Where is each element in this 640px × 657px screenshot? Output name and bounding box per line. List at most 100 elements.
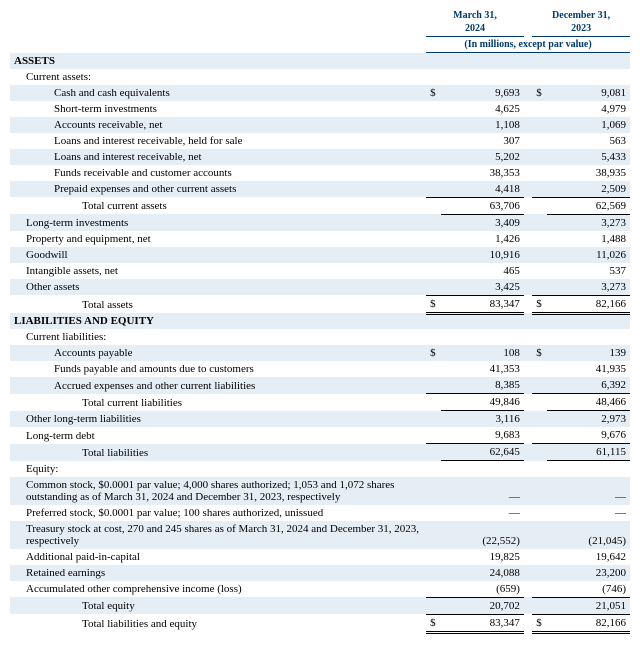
row-ppe-v1: 1,426 xyxy=(441,231,524,247)
row-accrued-v2: 6,392 xyxy=(547,377,630,394)
row-ta-sym1: $ xyxy=(426,295,441,313)
row-tca-v2: 62,569 xyxy=(547,197,630,214)
row-lirhfs-v1: 307 xyxy=(441,133,524,149)
row-ts-label: Treasury stock at cost, 270 and 245 shar… xyxy=(10,521,426,549)
row-fundspay-v1: 41,353 xyxy=(441,361,524,377)
row-ap-v1: 108 xyxy=(441,345,524,361)
row-accrued-label: Accrued expenses and other current liabi… xyxy=(10,377,426,394)
row-te-v1: 20,702 xyxy=(441,597,524,614)
row-cs-v2: — xyxy=(547,477,630,505)
row-ps-label: Preferred stock, $0.0001 par value; 100 … xyxy=(10,505,426,521)
row-ar-label: Accounts receivable, net xyxy=(10,117,426,133)
row-oltl-label: Other long-term liabilities xyxy=(10,411,426,428)
row-tcl-v2: 48,466 xyxy=(547,394,630,411)
row-prepaid-label: Prepaid expenses and other current asset… xyxy=(10,181,426,198)
row-prepaid-v1: 4,418 xyxy=(441,181,524,198)
row-ppe-label: Property and equipment, net xyxy=(10,231,426,247)
row-re-v2: 23,200 xyxy=(547,565,630,581)
row-oa-label: Other assets xyxy=(10,279,426,296)
row-sti-v2: 4,979 xyxy=(547,101,630,117)
row-gw-v1: 10,916 xyxy=(441,247,524,263)
row-ts-v1: (22,552) xyxy=(441,521,524,549)
row-fundspay-label: Funds payable and amounts due to custome… xyxy=(10,361,426,377)
row-cs-label: Common stock, $0.0001 par value; 4,000 s… xyxy=(10,477,426,505)
row-cash-v2: 9,081 xyxy=(547,85,630,101)
row-apic-v2: 19,642 xyxy=(547,549,630,565)
row-tca-label: Total current assets xyxy=(10,197,426,214)
row-aoci-label: Accumulated other comprehensive income (… xyxy=(10,581,426,598)
row-ap-v2: 139 xyxy=(547,345,630,361)
row-ap-sym2: $ xyxy=(532,345,547,361)
row-te-v2: 21,051 xyxy=(547,597,630,614)
row-apic-label: Additional paid-in-capital xyxy=(10,549,426,565)
row-fundsrecv-v2: 38,935 xyxy=(547,165,630,181)
row-ta-v1: 83,347 xyxy=(441,295,524,313)
units-label: (In millions, except par value) xyxy=(426,37,630,53)
row-lirhfs-label: Loans and interest receivable, held for … xyxy=(10,133,426,149)
col1-date-line1: March 31, xyxy=(426,8,524,21)
label-current-assets: Current assets: xyxy=(10,69,426,85)
row-aoci-v1: (659) xyxy=(441,581,524,598)
row-lirnet-v1: 5,202 xyxy=(441,149,524,165)
row-cash-sym2: $ xyxy=(532,85,547,101)
row-intan-v2: 537 xyxy=(547,263,630,279)
row-tle-label: Total liabilities and equity xyxy=(10,614,426,632)
row-ltd-v1: 9,683 xyxy=(441,427,524,444)
row-fundspay-v2: 41,935 xyxy=(547,361,630,377)
row-accrued-v1: 8,385 xyxy=(441,377,524,394)
col2-date-line2: 2023 xyxy=(532,21,630,37)
row-tl-v2: 61,115 xyxy=(547,444,630,461)
row-ta-sym2: $ xyxy=(532,295,547,313)
col2-date-line1: December 31, xyxy=(532,8,630,21)
row-ps-v1: — xyxy=(441,505,524,521)
row-lti-label: Long-term investments xyxy=(10,214,426,231)
row-oa-v2: 3,273 xyxy=(547,279,630,296)
row-oltl-v1: 3,116 xyxy=(441,411,524,428)
row-ltd-label: Long-term debt xyxy=(10,427,426,444)
row-tle-sym2: $ xyxy=(532,614,547,632)
row-re-label: Retained earnings xyxy=(10,565,426,581)
row-tcl-v1: 49,846 xyxy=(441,394,524,411)
row-intan-label: Intangible assets, net xyxy=(10,263,426,279)
row-intan-v1: 465 xyxy=(441,263,524,279)
row-tle-v1: 83,347 xyxy=(441,614,524,632)
row-ar-v1: 1,108 xyxy=(441,117,524,133)
row-cash-v1: 9,693 xyxy=(441,85,524,101)
row-ta-label: Total assets xyxy=(10,295,426,313)
row-gw-v2: 11,026 xyxy=(547,247,630,263)
row-lirnet-v2: 5,433 xyxy=(547,149,630,165)
section-assets: ASSETS xyxy=(10,53,426,69)
row-ts-v2: (21,045) xyxy=(547,521,630,549)
row-tle-sym1: $ xyxy=(426,614,441,632)
row-lti-v1: 3,409 xyxy=(441,214,524,231)
row-tca-v1: 63,706 xyxy=(441,197,524,214)
row-fundsrecv-v1: 38,353 xyxy=(441,165,524,181)
row-re-v1: 24,088 xyxy=(441,565,524,581)
section-liab-eq: LIABILITIES AND EQUITY xyxy=(10,313,426,329)
row-sti-v1: 4,625 xyxy=(441,101,524,117)
row-ta-v2: 82,166 xyxy=(547,295,630,313)
row-tl-v1: 62,645 xyxy=(441,444,524,461)
label-current-liab: Current liabilities: xyxy=(10,329,426,345)
row-ppe-v2: 1,488 xyxy=(547,231,630,247)
row-gw-label: Goodwill xyxy=(10,247,426,263)
row-tle-v2: 82,166 xyxy=(547,614,630,632)
row-tcl-label: Total current liabilities xyxy=(10,394,426,411)
row-aoci-v2: (746) xyxy=(547,581,630,598)
row-te-label: Total equity xyxy=(10,597,426,614)
row-lirnet-label: Loans and interest receivable, net xyxy=(10,149,426,165)
row-ltd-v2: 9,676 xyxy=(547,427,630,444)
row-lti-v2: 3,273 xyxy=(547,214,630,231)
row-apic-v1: 19,825 xyxy=(441,549,524,565)
label-equity: Equity: xyxy=(10,461,426,477)
row-lirhfs-v2: 563 xyxy=(547,133,630,149)
row-cash-label: Cash and cash equivalents xyxy=(10,85,426,101)
row-ap-label: Accounts payable xyxy=(10,345,426,361)
balance-sheet-table: March 31, December 31, 2024 2023 (In mil… xyxy=(10,8,630,634)
col1-date-line2: 2024 xyxy=(426,21,524,37)
row-sti-label: Short-term investments xyxy=(10,101,426,117)
row-ps-v2: — xyxy=(547,505,630,521)
row-tl-label: Total liabilities xyxy=(10,444,426,461)
row-cash-sym1: $ xyxy=(426,85,441,101)
row-prepaid-v2: 2,509 xyxy=(547,181,630,198)
